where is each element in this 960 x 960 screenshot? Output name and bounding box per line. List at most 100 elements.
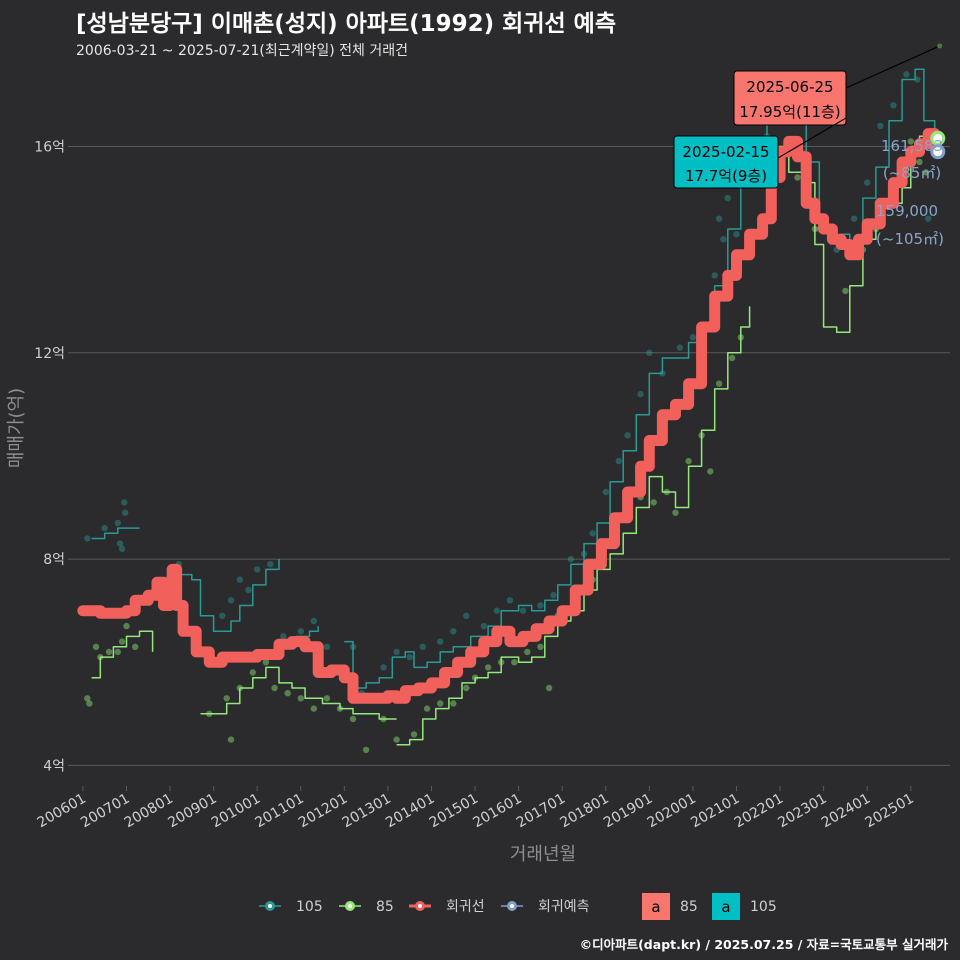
- data-point-105: [254, 566, 261, 573]
- data-point-85: [922, 169, 930, 176]
- data-point-105: [227, 597, 235, 604]
- annotation-105-leader: [777, 117, 847, 159]
- data-point-105: [463, 612, 470, 619]
- legend-key-center: [418, 904, 422, 908]
- data-point-85: [672, 509, 679, 516]
- legend-label-text-85: 85: [680, 899, 698, 915]
- forecast-point-105: [930, 144, 946, 160]
- data-point-85: [284, 690, 291, 697]
- legend-label-glyph: a: [721, 898, 730, 916]
- data-point-105: [589, 530, 596, 537]
- legend-key-center: [348, 904, 352, 908]
- series-segment-85: [91, 630, 154, 679]
- data-point-105: [310, 617, 317, 625]
- x-tick-label: 202301: [775, 791, 829, 832]
- data-point-105: [419, 643, 426, 650]
- data-point-105: [323, 643, 331, 650]
- legend-label-3: 회귀예측: [538, 899, 590, 915]
- y-tick-label: 8억: [43, 552, 65, 568]
- data-point-85: [223, 695, 230, 702]
- data-point-105: [219, 612, 226, 619]
- x-tick-label: 202001: [645, 791, 699, 832]
- data-point-105: [297, 628, 304, 635]
- data-point-105: [890, 102, 897, 109]
- data-point-85: [362, 746, 370, 754]
- data-point-105: [480, 622, 487, 630]
- data-point-85: [511, 659, 518, 666]
- data-point-105: [689, 334, 697, 341]
- legend-label-2: 회귀선: [446, 899, 485, 915]
- annotation-85-box: [733, 70, 847, 126]
- data-point-105: [380, 664, 387, 671]
- x-tick-label: 202101: [688, 791, 742, 832]
- forecast-105-area: (~105㎡): [876, 230, 944, 248]
- data-point-105: [245, 586, 252, 594]
- regression-segment: [77, 128, 941, 704]
- legend-key-center: [268, 904, 272, 908]
- y-axis-title: 매매가(억): [6, 388, 27, 468]
- legend-key-center: [510, 904, 514, 908]
- data-point-105: [280, 633, 287, 640]
- data-point-105: [114, 519, 122, 527]
- data-point-85: [132, 643, 139, 650]
- data-point-105: [236, 576, 243, 583]
- x-tick-label: 202401: [819, 791, 873, 832]
- data-point-105: [903, 71, 910, 78]
- data-point-85: [118, 638, 126, 645]
- legend-label-1: 85: [376, 899, 394, 915]
- data-point-105: [267, 561, 274, 568]
- data-point-105: [118, 545, 126, 552]
- data-point-85: [262, 659, 270, 666]
- y-tick-label: 16억: [34, 140, 65, 156]
- data-point-85: [114, 648, 122, 656]
- data-point-85: [685, 457, 692, 465]
- annotation-85-date: 2025-06-25: [746, 78, 833, 96]
- x-tick-label: 201201: [296, 791, 350, 832]
- data-point-85: [916, 158, 923, 166]
- annotation-105-box: [673, 135, 779, 189]
- data-point-105: [925, 215, 932, 222]
- x-tick-label: 201001: [209, 791, 263, 832]
- data-point-85: [86, 700, 93, 707]
- x-tick-label: 200801: [122, 791, 176, 832]
- y-gridlines: 4억 8억 12억 16억: [34, 140, 950, 774]
- series-segment-85: [200, 666, 397, 720]
- data-point-85: [393, 736, 400, 743]
- data-point-105: [519, 607, 527, 614]
- regression-line: [77, 128, 941, 704]
- data-point-85: [537, 643, 544, 650]
- data-point-85: [437, 700, 444, 707]
- data-point-105: [711, 272, 718, 279]
- data-point-105: [850, 215, 858, 222]
- data-point-85: [715, 380, 723, 387]
- x-tick-label: 201501: [427, 791, 481, 832]
- x-tick-label: 201701: [514, 791, 568, 832]
- x-tick-label: 201801: [557, 791, 611, 832]
- data-point-85: [410, 731, 418, 738]
- source-caption: ©디아파트(dapt.kr) / 2025.07.25 / 자료=국토교통부 실…: [579, 937, 948, 952]
- data-point-105: [506, 597, 514, 604]
- x-axis: 2006012007012008012009012010012011012012…: [35, 786, 917, 831]
- data-point-105: [615, 457, 622, 465]
- data-point-105: [121, 499, 128, 506]
- data-point-85: [728, 354, 736, 362]
- data-point-105: [624, 432, 631, 439]
- data-point-85: [323, 695, 331, 702]
- data-point-85: [349, 715, 357, 723]
- data-point-105: [733, 231, 740, 238]
- annotation-85-point: [937, 43, 943, 49]
- data-point-85: [707, 468, 714, 475]
- data-point-105: [101, 524, 108, 532]
- data-point-105: [84, 535, 91, 542]
- data-point-105: [450, 628, 457, 635]
- x-tick-label: 200701: [78, 791, 132, 832]
- data-point-85: [123, 622, 130, 630]
- x-tick-label: 201601: [470, 791, 524, 832]
- data-point-105: [724, 194, 731, 202]
- data-point-85: [524, 648, 531, 656]
- data-point-85: [84, 695, 91, 702]
- legend-label-0: 105: [296, 899, 323, 915]
- data-point-85: [650, 499, 657, 506]
- data-point-105: [493, 607, 500, 614]
- data-point-85: [842, 287, 849, 295]
